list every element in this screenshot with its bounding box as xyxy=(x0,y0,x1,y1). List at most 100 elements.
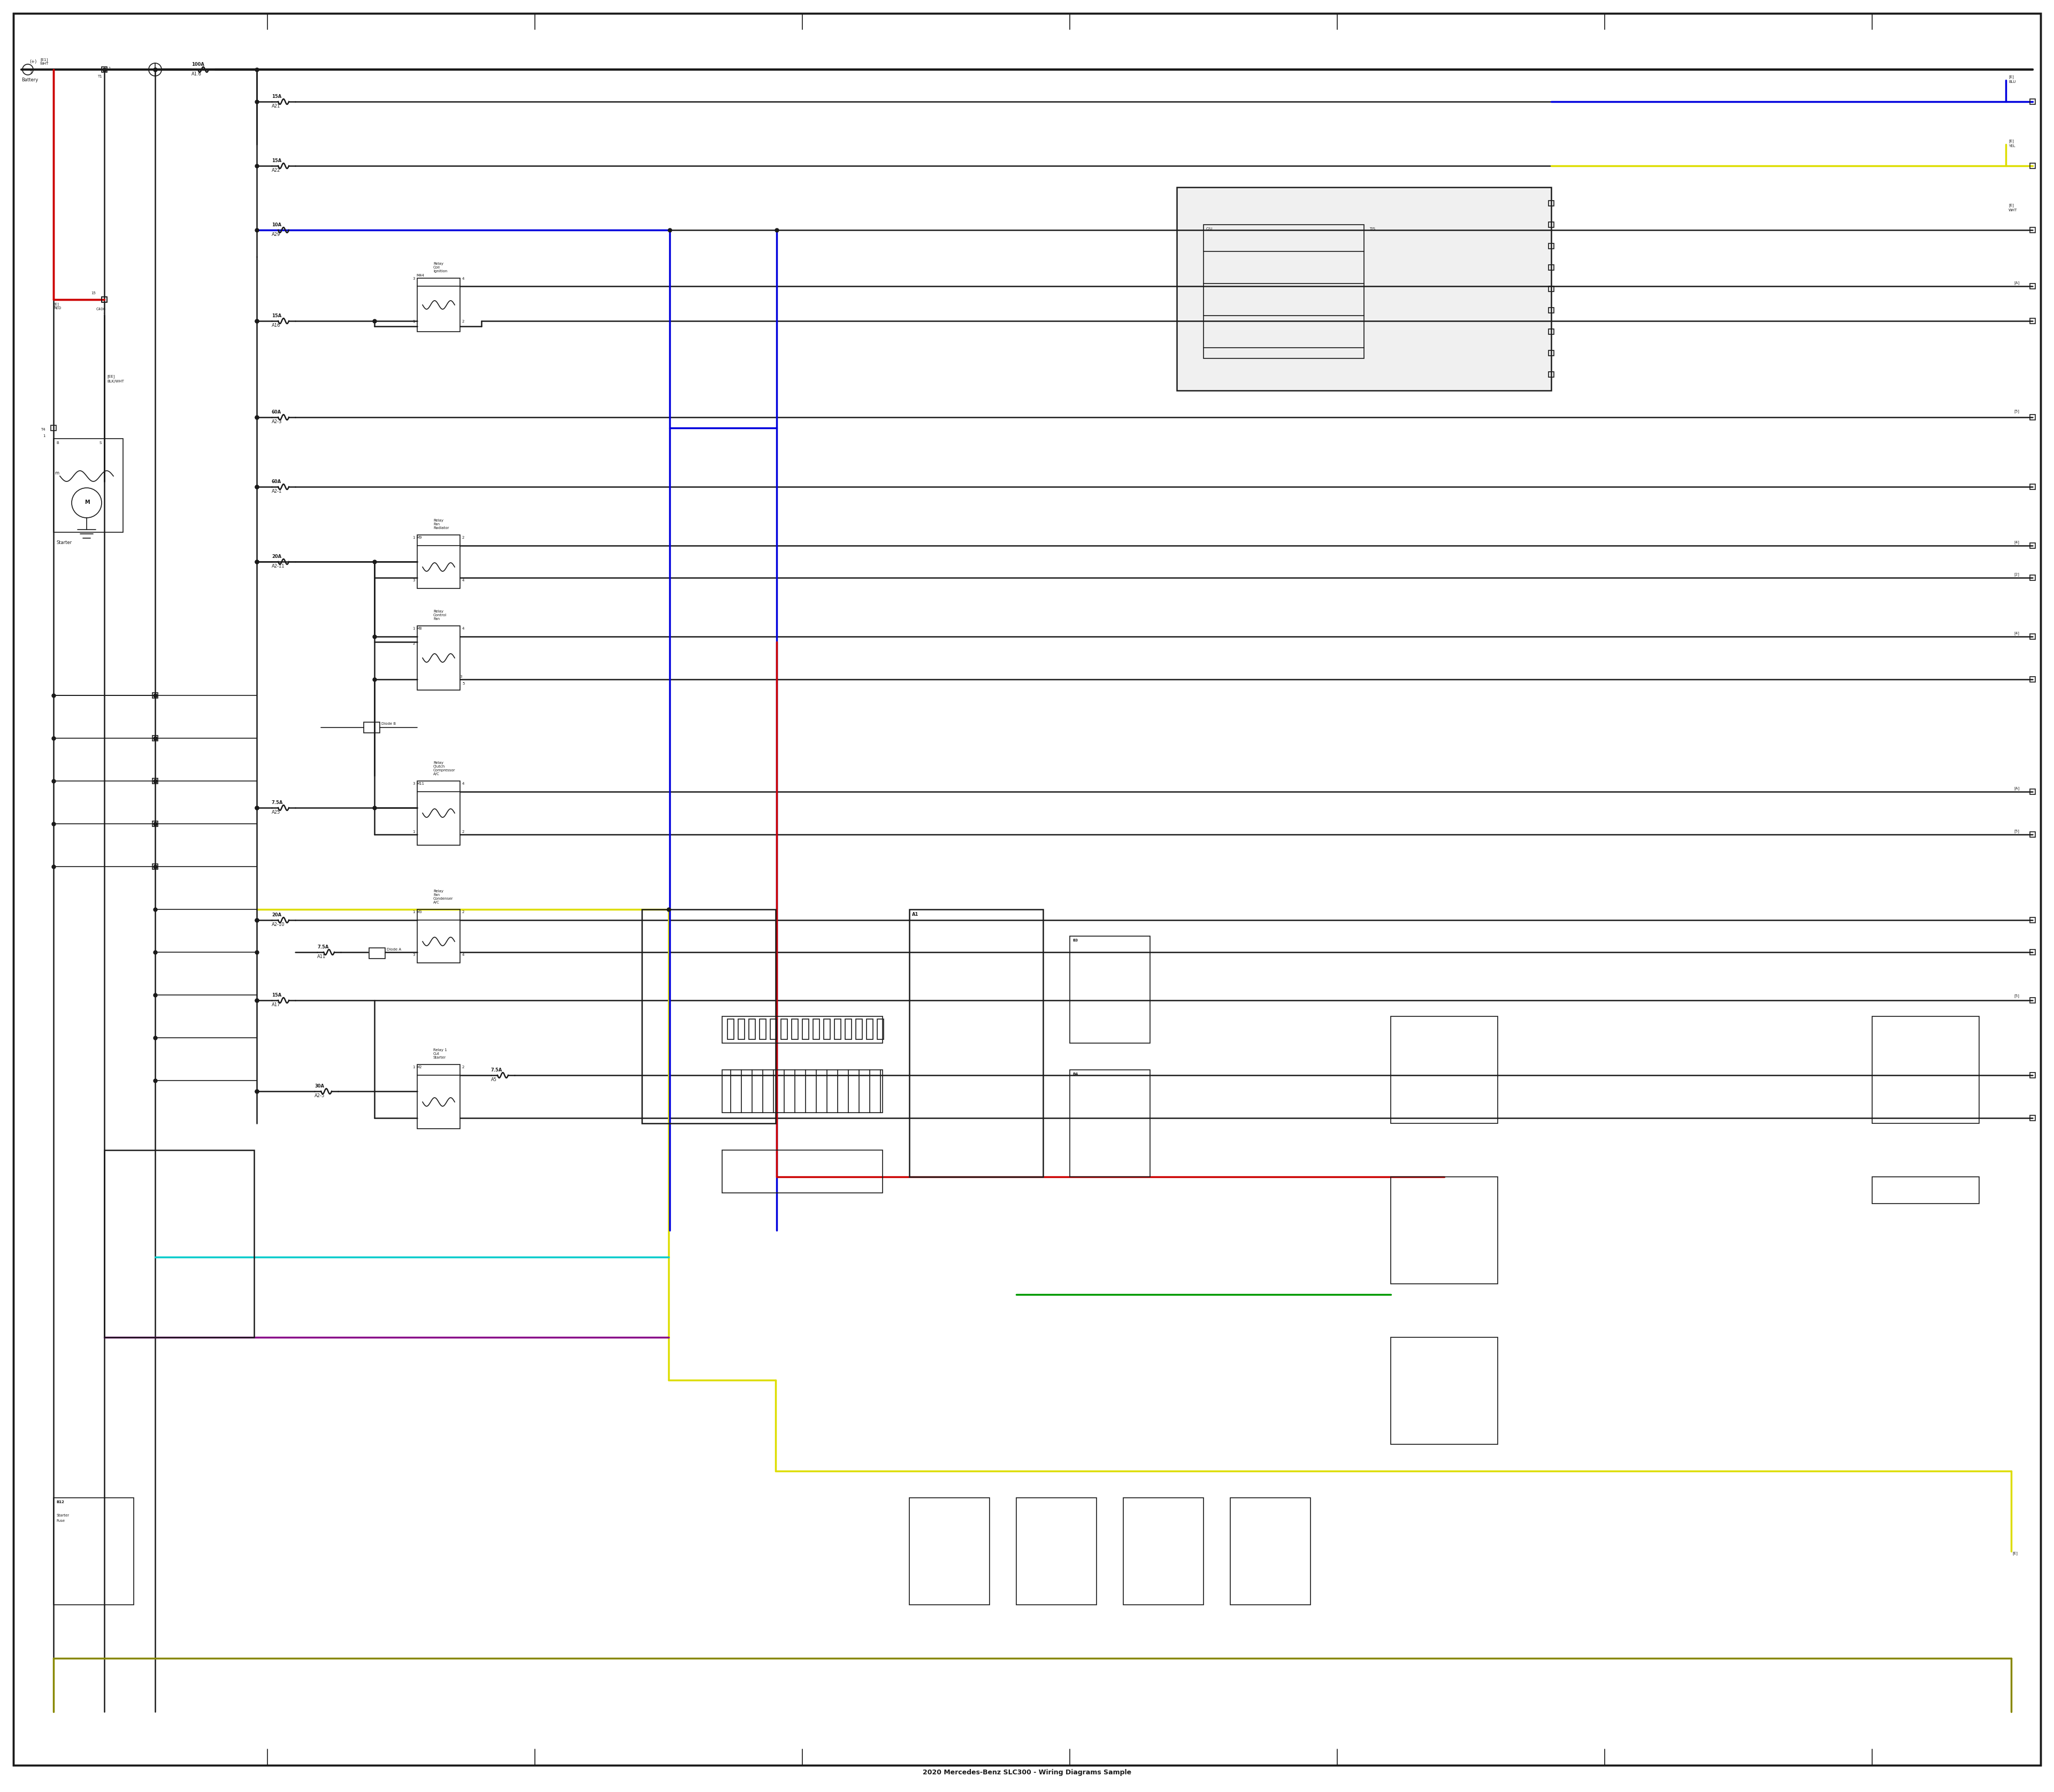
Bar xyxy=(101,297,107,303)
Text: 7.5A: 7.5A xyxy=(271,801,283,805)
Text: Control: Control xyxy=(433,613,448,616)
Text: Relay 1: Relay 1 xyxy=(433,1048,448,1052)
Text: Compressor: Compressor xyxy=(433,769,456,772)
Text: (+): (+) xyxy=(29,59,37,65)
Text: 1: 1 xyxy=(103,314,105,315)
Bar xyxy=(1391,1177,1497,1283)
Bar xyxy=(2029,831,2036,837)
Text: 15A: 15A xyxy=(271,314,281,319)
Text: [E]: [E] xyxy=(53,303,60,306)
Bar xyxy=(824,1020,830,1039)
Text: 7.5A: 7.5A xyxy=(491,1068,503,1073)
Text: B4: B4 xyxy=(1072,1073,1078,1075)
Text: 15: 15 xyxy=(90,292,97,294)
Text: M3: M3 xyxy=(417,910,421,914)
Text: Relay: Relay xyxy=(433,262,444,265)
Bar xyxy=(152,864,158,869)
Bar xyxy=(417,909,460,962)
Text: Fan: Fan xyxy=(433,894,440,896)
Bar xyxy=(2029,163,2036,168)
Bar xyxy=(813,1020,820,1039)
Text: B12: B12 xyxy=(55,1500,64,1503)
Text: 10A: 10A xyxy=(271,222,281,228)
Text: m: m xyxy=(55,471,60,475)
Bar xyxy=(737,1020,744,1039)
Text: 5: 5 xyxy=(462,683,464,685)
Text: T/S: T/S xyxy=(1370,228,1376,231)
Text: 1: 1 xyxy=(413,910,415,914)
Text: Relay: Relay xyxy=(433,520,444,521)
Bar xyxy=(791,1020,799,1039)
Text: Battery: Battery xyxy=(21,77,39,82)
Bar xyxy=(641,909,776,1124)
Bar xyxy=(1070,935,1150,1043)
Text: 15A: 15A xyxy=(271,95,281,99)
Text: 7.5A: 7.5A xyxy=(316,944,329,950)
Text: A25: A25 xyxy=(271,810,281,815)
Text: [E]: [E] xyxy=(2009,140,2013,143)
Bar xyxy=(1230,1498,1310,1606)
Text: 60A: 60A xyxy=(271,478,281,484)
Bar xyxy=(1871,1177,1980,1204)
Text: Coil: Coil xyxy=(433,265,440,269)
Text: 2020 Mercedes-Benz SLC300 - Wiring Diagrams Sample: 2020 Mercedes-Benz SLC300 - Wiring Diagr… xyxy=(922,1769,1132,1776)
Text: 20A: 20A xyxy=(271,554,281,559)
Text: T1: T1 xyxy=(97,75,103,79)
Text: 2: 2 xyxy=(462,830,464,833)
Bar xyxy=(2029,918,2036,923)
Text: BLK/WHT: BLK/WHT xyxy=(107,380,123,383)
Text: Relay: Relay xyxy=(433,762,444,765)
Bar xyxy=(51,425,55,430)
Bar xyxy=(417,781,460,846)
Text: Relay: Relay xyxy=(433,609,444,613)
Text: A2-11: A2-11 xyxy=(271,564,286,568)
Bar xyxy=(1549,222,1555,228)
Text: Starter: Starter xyxy=(55,1514,70,1518)
Text: 2: 2 xyxy=(462,1066,464,1068)
Bar xyxy=(1391,1337,1497,1444)
Text: A2-5: A2-5 xyxy=(314,1093,325,1098)
Bar xyxy=(781,1020,787,1039)
Text: [5]: [5] xyxy=(2013,995,2019,998)
Text: 2: 2 xyxy=(462,910,464,914)
Text: 1: 1 xyxy=(413,536,415,539)
Bar xyxy=(1549,371,1555,376)
Bar xyxy=(152,735,158,740)
Bar xyxy=(910,909,1043,1177)
Text: Starter: Starter xyxy=(55,539,72,545)
Text: B: B xyxy=(55,441,60,444)
Text: [4]: [4] xyxy=(2013,631,2019,634)
Bar xyxy=(53,439,123,532)
Text: M44: M44 xyxy=(417,274,423,278)
Bar xyxy=(2029,1073,2036,1077)
Bar xyxy=(1124,1498,1204,1606)
Text: 4: 4 xyxy=(462,278,464,280)
Bar xyxy=(877,1020,883,1039)
Text: [E]: [E] xyxy=(2009,75,2013,79)
Text: A2-1: A2-1 xyxy=(271,489,281,495)
Text: Fan: Fan xyxy=(433,523,440,525)
Bar xyxy=(910,1498,990,1606)
Bar xyxy=(417,1064,460,1129)
Bar xyxy=(770,1020,776,1039)
Text: A22: A22 xyxy=(271,168,281,172)
Text: 1: 1 xyxy=(413,1066,415,1068)
Text: YEL: YEL xyxy=(2009,145,2015,147)
Text: WHT: WHT xyxy=(2009,208,2017,211)
Text: T4: T4 xyxy=(41,428,45,432)
Text: M: M xyxy=(84,500,90,505)
Text: A2-10: A2-10 xyxy=(271,923,286,926)
Text: 4: 4 xyxy=(462,953,464,957)
Text: 1: 1 xyxy=(43,434,45,437)
Bar xyxy=(2029,950,2036,955)
Text: S: S xyxy=(99,441,101,444)
Bar xyxy=(1549,330,1555,335)
Text: [4]: [4] xyxy=(2013,539,2019,545)
Text: A5: A5 xyxy=(491,1077,497,1082)
Bar xyxy=(2029,228,2036,233)
Bar xyxy=(2029,1115,2036,1120)
Bar xyxy=(1871,1016,1980,1124)
Bar xyxy=(105,1150,255,1337)
Bar xyxy=(723,1070,883,1113)
Text: Cut: Cut xyxy=(433,1052,440,1055)
